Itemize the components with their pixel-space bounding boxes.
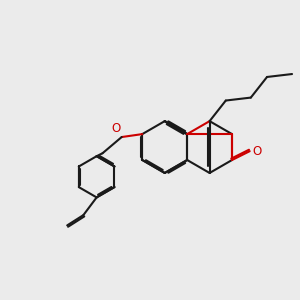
Text: O: O xyxy=(253,145,262,158)
Text: O: O xyxy=(111,122,120,135)
